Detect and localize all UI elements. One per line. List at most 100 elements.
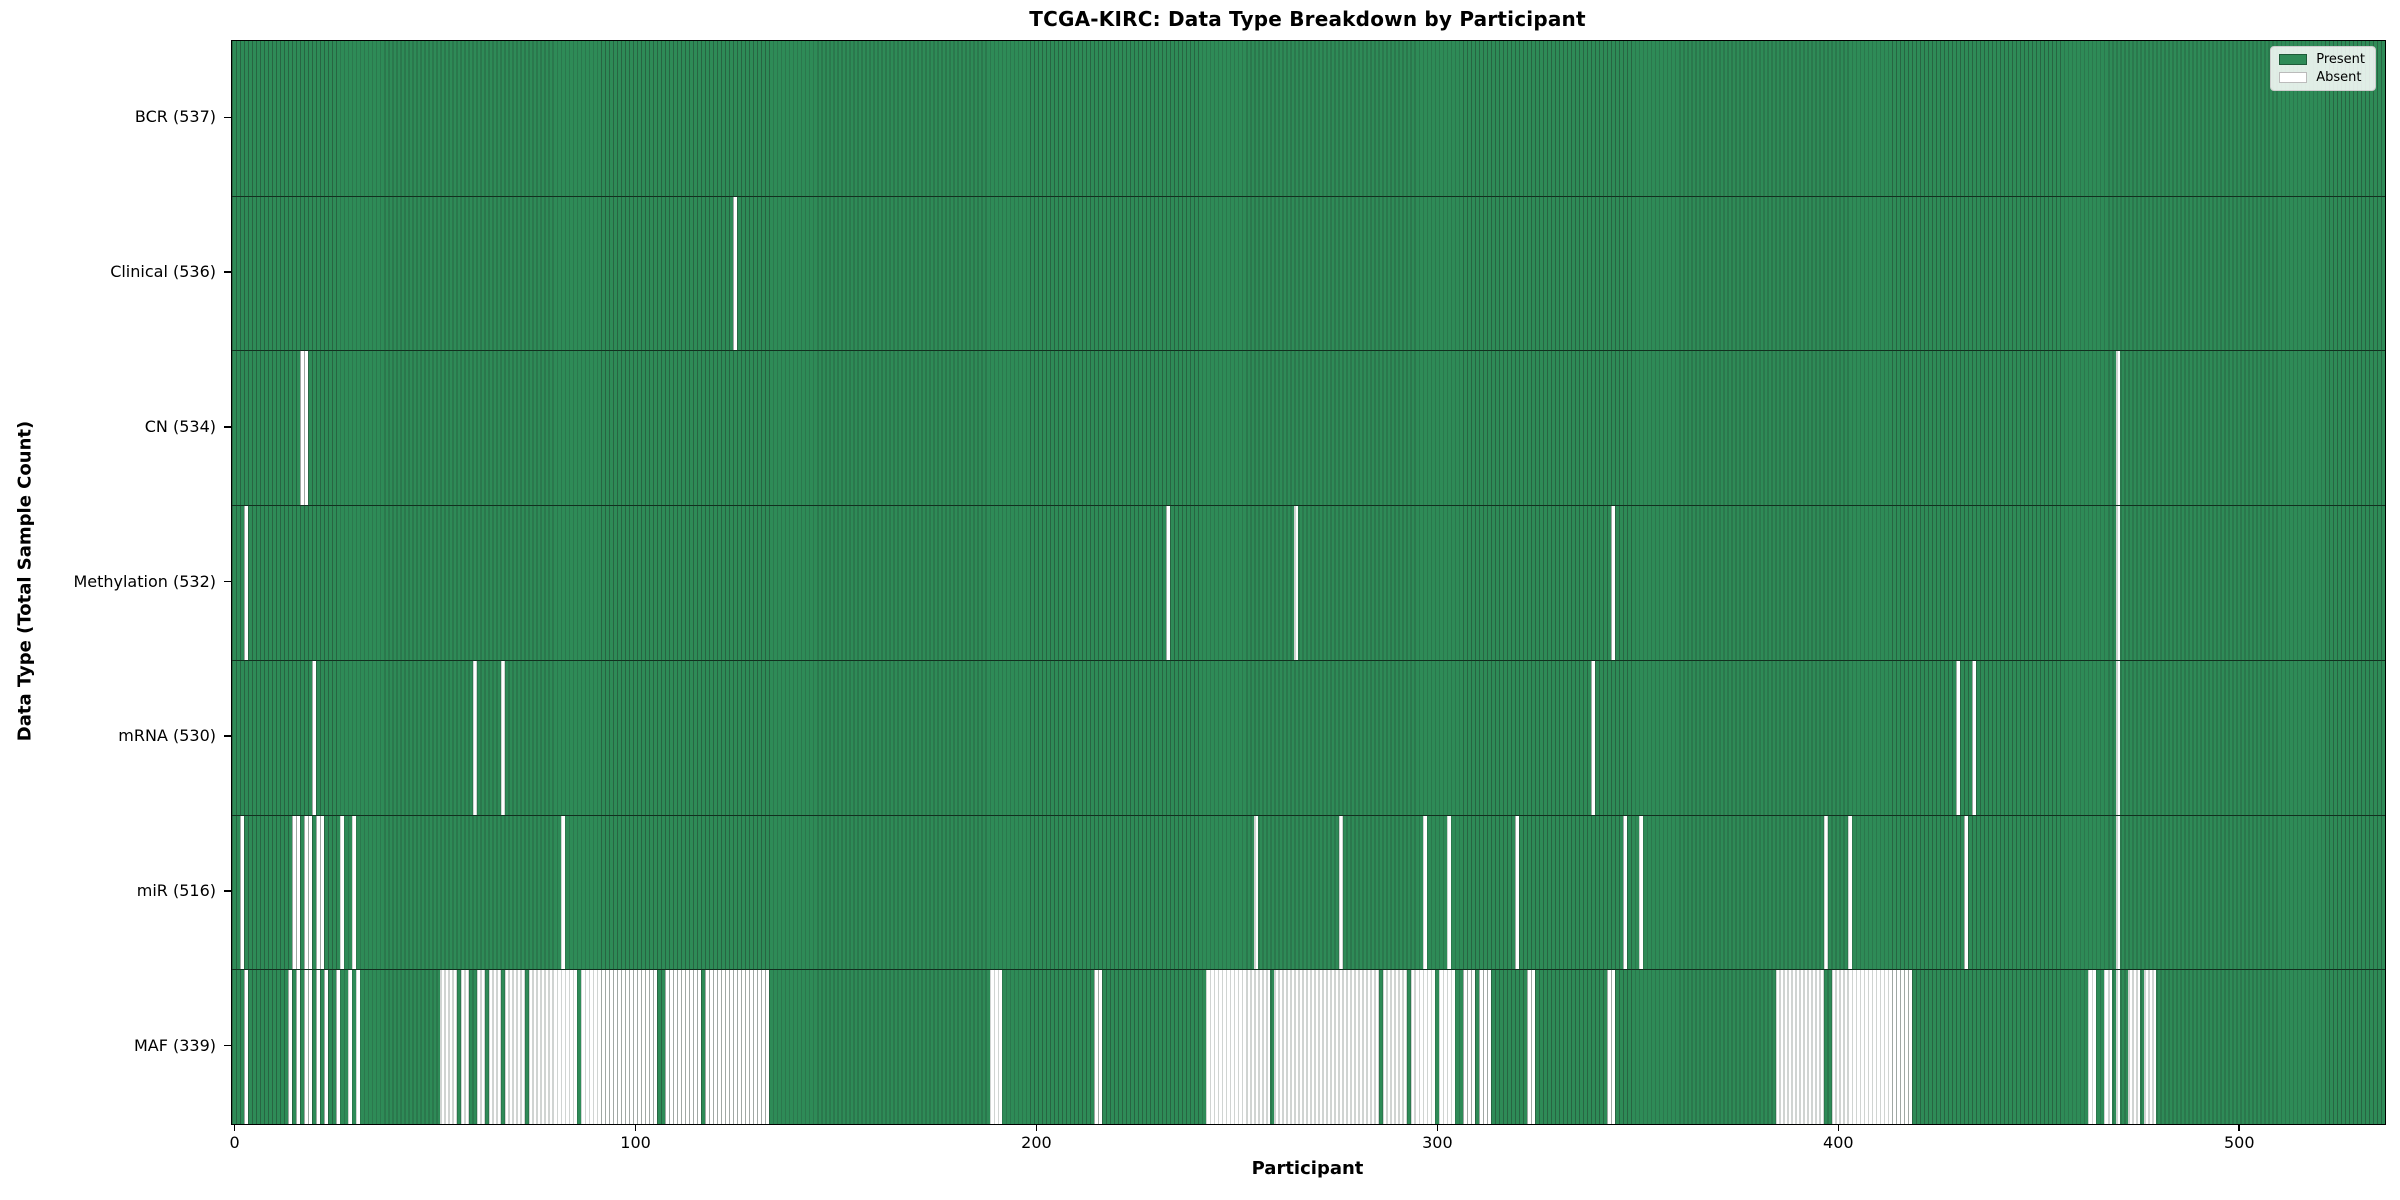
x-tick-label-200: 200: [1021, 1133, 1052, 1152]
x-tick-label-400: 400: [1823, 1133, 1854, 1152]
absent-segment: [733, 196, 738, 351]
absent-segment: [352, 815, 357, 970]
absent-segment: [2104, 970, 2113, 1124]
legend-present-label: Present: [2316, 52, 2365, 67]
absent-segment: [705, 970, 770, 1124]
absent-segment: [1462, 970, 1475, 1124]
absent-segment: [460, 970, 469, 1124]
legend: Present Absent: [2270, 46, 2376, 91]
absent-segment: [2116, 506, 2121, 660]
absent-segment: [2116, 351, 2121, 506]
absent-segment: [336, 970, 341, 1124]
absent-segment: [1438, 970, 1455, 1124]
absent-segment: [1831, 970, 1912, 1124]
x-tick-mark: [1837, 1124, 1840, 1131]
legend-absent-swatch-icon: [2279, 72, 2308, 83]
absent-segment: [1527, 970, 1536, 1124]
plot-area: [231, 40, 2386, 1125]
y-tick-mark: [224, 580, 231, 583]
row-Clinical: [232, 195, 2385, 351]
absent-segment: [1422, 815, 1427, 970]
absent-segment: [1410, 970, 1435, 1124]
absent-segment: [2116, 815, 2121, 970]
y-tick-mark: [224, 1044, 231, 1047]
absent-segment: [2116, 970, 2121, 1124]
absent-segment: [348, 970, 353, 1124]
x-tick-mark: [233, 1124, 236, 1131]
y-tick-label-Methylation: Methylation (532): [73, 571, 216, 591]
absent-segment: [1623, 815, 1628, 970]
absent-segment: [1847, 815, 1852, 970]
absent-segment: [1254, 815, 1259, 970]
x-tick-label-100: 100: [620, 1133, 651, 1152]
y-tick-mark: [224, 425, 231, 428]
absent-segment: [1964, 815, 1969, 970]
y-tick-mark: [224, 271, 231, 273]
absent-segment: [300, 351, 309, 506]
y-tick-label-BCR: BCR (537): [134, 107, 216, 127]
absent-segment: [304, 970, 313, 1124]
absent-segment: [560, 815, 565, 970]
absent-segment: [296, 970, 301, 1124]
row-MAF: [232, 969, 2385, 1124]
absent-segment: [340, 815, 345, 970]
absent-segment: [488, 970, 501, 1124]
x-tick-label-0: 0: [229, 1133, 240, 1152]
absent-segment: [1607, 970, 1616, 1124]
absent-segment: [2128, 970, 2141, 1124]
row-Methylation: [232, 505, 2385, 660]
rows-container: [232, 41, 2385, 1124]
row-CN: [232, 350, 2385, 506]
absent-segment: [1094, 970, 1103, 1124]
row-mRNA: [232, 659, 2385, 815]
absent-segment: [665, 970, 702, 1124]
absent-segment: [580, 970, 657, 1124]
absent-segment: [292, 815, 301, 970]
absent-segment: [1294, 506, 1299, 660]
absent-segment: [1823, 815, 1828, 970]
y-tick-label-MAF: MAF (339): [133, 1035, 216, 1055]
absent-segment: [1972, 660, 1977, 815]
absent-segment: [324, 970, 329, 1124]
absent-segment: [1514, 815, 1519, 970]
row-miR: [232, 814, 2385, 970]
y-tick-mark: [224, 890, 231, 892]
legend-entry-absent: Absent: [2279, 71, 2365, 84]
absent-segment: [312, 660, 317, 815]
x-tick-mark: [1035, 1124, 1038, 1131]
y-tick-label-miR: miR (516): [136, 880, 216, 900]
absent-segment: [288, 970, 293, 1124]
absent-segment: [1611, 506, 1616, 660]
x-tick-label-300: 300: [1422, 1133, 1453, 1152]
row-BCR: [232, 41, 2385, 196]
absent-segment: [240, 815, 245, 970]
absent-segment: [316, 815, 325, 970]
absent-segment: [1639, 815, 1644, 970]
x-tick-mark: [2238, 1124, 2241, 1131]
absent-segment: [244, 970, 249, 1124]
absent-segment: [440, 970, 457, 1124]
absent-segment: [504, 970, 525, 1124]
absent-segment: [1206, 970, 1271, 1124]
absent-segment: [476, 970, 485, 1124]
y-tick-label-Clinical: Clinical (536): [110, 262, 216, 282]
x-tick-label-500: 500: [2223, 1133, 2255, 1152]
absent-segment: [1775, 970, 1824, 1124]
absent-segment: [244, 506, 249, 660]
absent-segment: [1274, 970, 1379, 1124]
absent-segment: [2144, 970, 2157, 1124]
x-tick-mark: [1436, 1124, 1439, 1131]
absent-segment: [2116, 660, 2121, 815]
y-tick-label-CN: CN (534): [144, 416, 216, 436]
absent-segment: [304, 815, 313, 970]
y-tick-mark: [224, 735, 231, 737]
absent-segment: [989, 970, 1002, 1124]
absent-segment: [1591, 660, 1596, 815]
absent-segment: [472, 660, 477, 815]
chart-title: TCGA-KIRC: Data Type Breakdown by Partic…: [1029, 7, 1586, 31]
absent-segment: [1478, 970, 1491, 1124]
absent-segment: [500, 660, 505, 815]
absent-segment: [1956, 660, 1960, 815]
absent-segment: [1382, 970, 1407, 1124]
